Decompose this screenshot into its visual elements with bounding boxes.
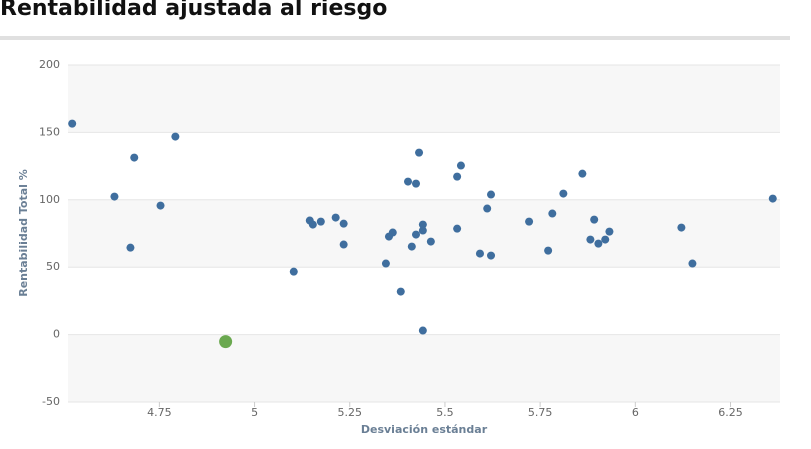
point: [171, 132, 180, 141]
y-tick-label: 200: [39, 58, 60, 71]
point: [677, 223, 686, 232]
point: [453, 172, 462, 181]
point: [156, 201, 165, 210]
x-tick-label: 6: [632, 406, 639, 419]
plot-band: [68, 267, 780, 335]
point: [487, 251, 496, 260]
x-tick-label: 6.25: [718, 406, 743, 419]
point: [559, 189, 568, 198]
y-axis-title: Rentabilidad Total %: [17, 169, 30, 297]
point: [412, 230, 421, 239]
point: [688, 259, 697, 268]
point: [483, 204, 492, 213]
x-tick-label: 5: [251, 406, 258, 419]
point: [396, 287, 405, 296]
point: [601, 235, 610, 244]
point: [308, 220, 317, 229]
point: [68, 119, 77, 128]
point: [339, 219, 348, 228]
point: [605, 227, 614, 236]
plot-band: [68, 65, 780, 133]
point: [388, 228, 397, 237]
plot-band: [68, 334, 780, 402]
point: [453, 224, 462, 233]
x-tick-label: 5.25: [338, 406, 363, 419]
point: [426, 237, 435, 246]
point: [487, 190, 496, 199]
point: [415, 148, 424, 157]
point: [525, 217, 534, 226]
y-tick-label: 150: [39, 125, 60, 138]
highlight-point: [219, 335, 233, 349]
point: [412, 179, 421, 188]
x-tick-label: 4.75: [147, 406, 172, 419]
point: [110, 192, 119, 201]
point: [590, 215, 599, 224]
x-axis-title: Desviación estándar: [361, 423, 488, 436]
title-rule: [0, 36, 790, 40]
point: [544, 246, 553, 255]
y-tick-label: 50: [46, 260, 60, 273]
point: [475, 249, 484, 258]
point: [339, 240, 348, 249]
y-tick-label: -50: [42, 395, 60, 408]
x-tick-label: 5.5: [436, 406, 454, 419]
point: [418, 326, 427, 335]
point: [456, 161, 465, 170]
point: [407, 242, 416, 251]
chart-title: Rentabilidad ajustada al riesgo: [0, 0, 388, 21]
point: [381, 259, 390, 268]
plot-band: [68, 132, 780, 200]
x-tick-label: 5.75: [528, 406, 553, 419]
point: [316, 217, 325, 226]
point: [548, 209, 557, 218]
point: [289, 267, 298, 276]
point: [130, 153, 139, 162]
point: [418, 226, 427, 235]
point: [768, 194, 777, 203]
point: [331, 213, 340, 222]
point: [418, 220, 427, 229]
point: [578, 169, 587, 178]
y-tick-label: 0: [53, 328, 60, 341]
point: [594, 239, 603, 248]
y-tick-label: 100: [39, 193, 60, 206]
point: [586, 235, 595, 244]
point: [404, 177, 413, 186]
point: [126, 243, 135, 252]
